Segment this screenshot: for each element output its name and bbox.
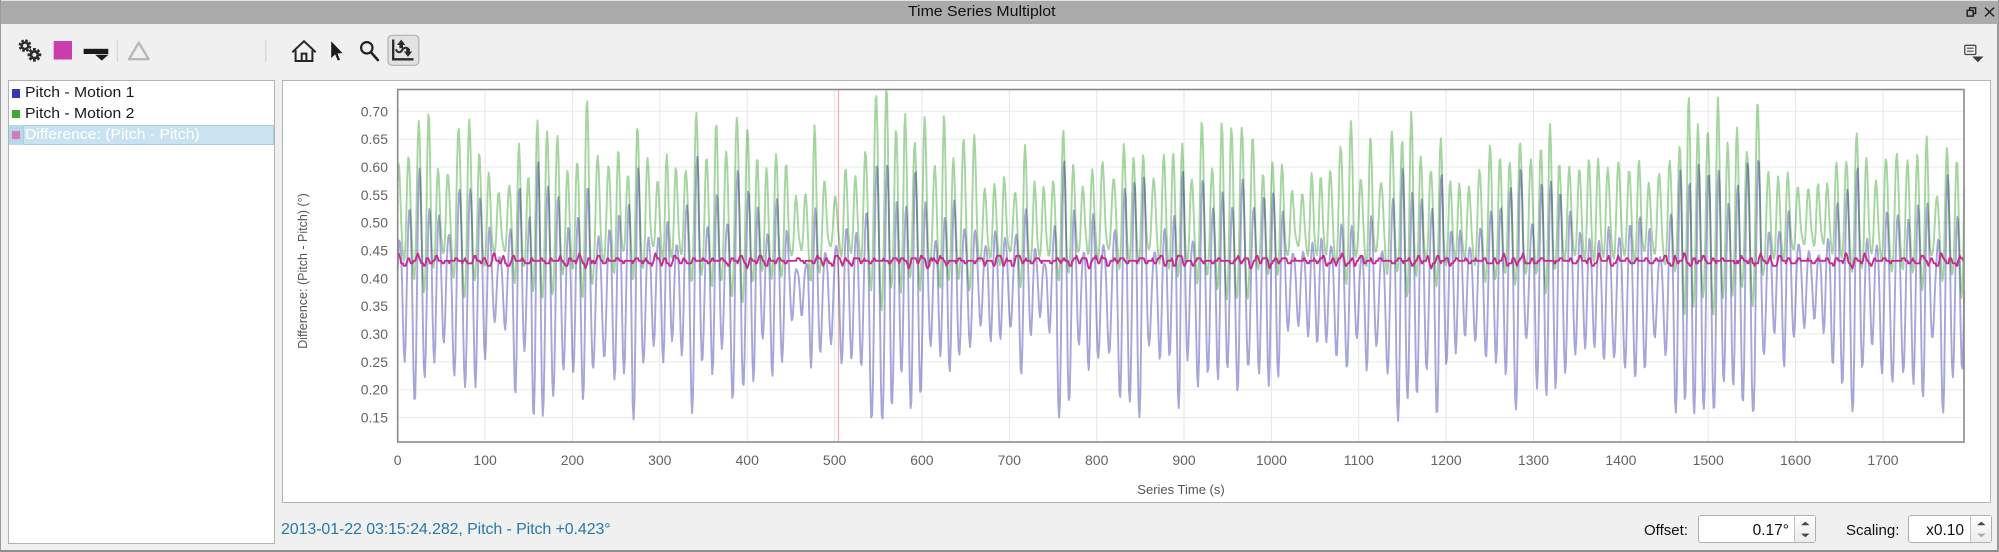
svg-text:0.45: 0.45 xyxy=(361,243,388,259)
svg-text:800: 800 xyxy=(1085,452,1109,468)
svg-text:0.35: 0.35 xyxy=(361,298,388,314)
svg-text:700: 700 xyxy=(998,452,1022,468)
svg-text:400: 400 xyxy=(736,452,760,468)
svg-text:0.60: 0.60 xyxy=(361,159,388,175)
svg-text:0.20: 0.20 xyxy=(361,382,388,398)
svg-text:Series Time (s): Series Time (s) xyxy=(1137,482,1224,497)
svg-text:0.30: 0.30 xyxy=(361,326,388,342)
svg-text:100: 100 xyxy=(473,452,497,468)
svg-text:1000: 1000 xyxy=(1256,452,1287,468)
svg-text:1100: 1100 xyxy=(1344,452,1374,468)
svg-text:Difference: (Pitch - Pitch) (°: Difference: (Pitch - Pitch) (°) xyxy=(296,193,310,349)
svg-text:0.15: 0.15 xyxy=(361,410,388,426)
svg-text:0.65: 0.65 xyxy=(361,131,388,147)
svg-text:1700: 1700 xyxy=(1867,452,1898,468)
svg-text:1200: 1200 xyxy=(1431,452,1462,468)
svg-text:600: 600 xyxy=(910,452,934,468)
svg-text:1300: 1300 xyxy=(1518,452,1549,468)
svg-text:1600: 1600 xyxy=(1780,452,1811,468)
svg-text:0.55: 0.55 xyxy=(361,187,388,203)
svg-text:200: 200 xyxy=(561,452,585,468)
svg-text:0.70: 0.70 xyxy=(361,103,388,119)
svg-text:1400: 1400 xyxy=(1605,452,1636,468)
svg-text:0.40: 0.40 xyxy=(361,270,388,286)
svg-text:300: 300 xyxy=(648,452,672,468)
svg-text:1500: 1500 xyxy=(1693,452,1724,468)
svg-text:900: 900 xyxy=(1172,452,1196,468)
svg-text:0: 0 xyxy=(394,452,402,468)
svg-text:500: 500 xyxy=(823,452,847,468)
svg-text:0.50: 0.50 xyxy=(361,215,388,231)
svg-text:0.25: 0.25 xyxy=(361,354,388,370)
